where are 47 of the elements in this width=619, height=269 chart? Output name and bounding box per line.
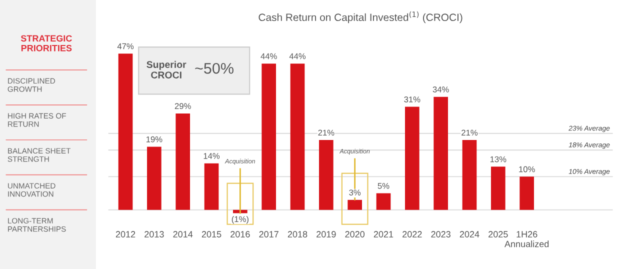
bar (434, 96, 448, 210)
x-tick-label: 2015 (202, 231, 222, 238)
bar (118, 54, 133, 210)
bar (262, 64, 276, 210)
data-label: 29% (174, 103, 191, 110)
data-label: 34% (432, 86, 449, 92)
data-label: 19% (146, 136, 162, 142)
x-tick-label: 2013 (144, 231, 164, 238)
data-label: 13% (490, 156, 506, 162)
x-tick-label: 2012 (116, 231, 136, 238)
x-tick-label: 2017 (259, 231, 278, 238)
bar (376, 193, 391, 210)
annotation: ~50% (195, 62, 234, 74)
chart-title: Cash Return on Capital Invested$^{(1)}$ (CROCI) (258, 11, 462, 24)
bar (176, 113, 190, 210)
data-label: 21% (318, 130, 334, 136)
bar (319, 140, 334, 210)
data-label: 3% (349, 190, 361, 196)
bar (462, 140, 477, 210)
x-tick-label: 2018 (288, 231, 308, 238)
data-label: 47% (117, 43, 134, 50)
bar (348, 200, 362, 210)
bar (520, 176, 534, 210)
x-tick-label: 2014 (173, 231, 193, 238)
data-label: 44% (260, 53, 277, 60)
x-tick-label: 2023 (431, 231, 450, 238)
data-label: (1%) (232, 216, 248, 224)
x-tick-label: 2021 (374, 231, 394, 238)
x-tick-label: 2019 (316, 231, 336, 238)
data-label: 5% (378, 182, 390, 189)
x-tick-label: 2022 (402, 231, 422, 238)
x-tick-label: 2020 (345, 231, 365, 238)
bar (147, 146, 162, 210)
x-tick-label: 2025 (488, 231, 508, 238)
data-label: 21% (462, 130, 478, 136)
x-tick-label: 2016 (230, 231, 250, 238)
data-label: 14% (204, 153, 220, 159)
bar (204, 163, 219, 210)
bar (404, 106, 420, 210)
bar (490, 166, 506, 210)
data-label: 10% (519, 166, 535, 172)
text: STRATEGIC PRIORITIES (20, 35, 72, 52)
x-tick-label: 2024 (460, 231, 480, 238)
bar (290, 64, 305, 210)
data-label: 31% (404, 96, 420, 102)
data-label: 44% (289, 53, 306, 60)
annotation: Superior CROCI (146, 60, 186, 78)
